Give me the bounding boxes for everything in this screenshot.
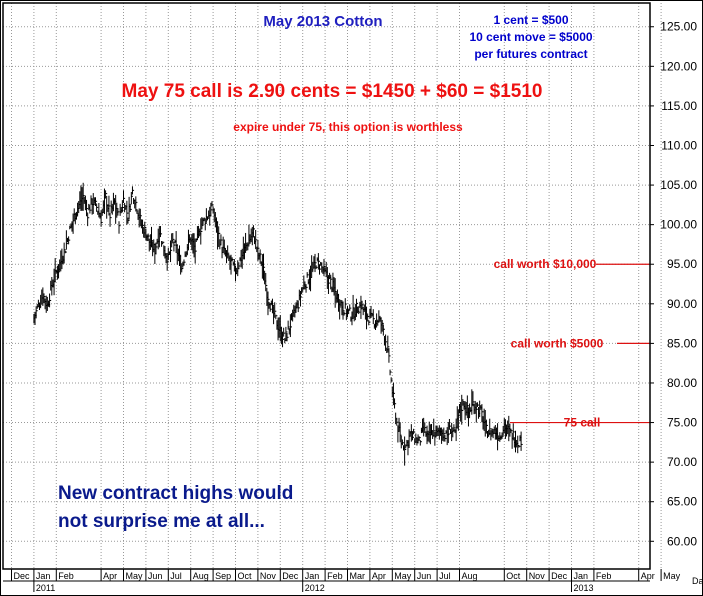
x-month-label: Dec [282,571,299,581]
x-month-label: Nov [529,571,546,581]
y-tick-label: 70.00 [667,455,697,469]
x-month-label: Feb [327,571,343,581]
note-1: 1 cent = $500 [493,13,568,27]
x-month-label: Apr [103,571,117,581]
y-tick-label: 105.00 [660,178,697,192]
level-label: 75 call [564,416,601,430]
x-month-label: Dec [551,571,568,581]
x-month-label: Jun [148,571,163,581]
x-month-label: Apr [372,571,386,581]
y-tick-label: 100.00 [660,218,697,232]
y-tick-label: 80.00 [667,376,697,390]
x-month-label: Aug [193,571,209,581]
x-year-label: 2012 [305,583,325,593]
y-tick-label: 110.00 [661,138,697,152]
x-month-label: Jun [417,571,432,581]
x-month-label: Jan [36,571,51,581]
headline: May 75 call is 2.90 cents = $1450 + $60 … [122,81,543,102]
x-month-label: Nov [260,571,277,581]
x-month-label: May [663,571,681,581]
grid-layer [3,3,662,569]
x-month-label: Apr [641,571,655,581]
level-label: call worth $5000 [511,336,604,350]
x-month-label: May [126,571,144,581]
x-month-label: Jul [170,571,182,581]
level-label: call worth $10,000 [494,257,597,271]
comment-line-2: not surprise me at all... [58,511,265,532]
y-tick-label: 120.00 [660,59,697,73]
x-year-label: 2013 [574,583,594,593]
x-month-label: Aug [462,571,478,581]
x-month-label: Jul [439,571,451,581]
y-tick-label: 90.00 [667,297,697,311]
y-tick-label: 75.00 [667,416,697,430]
y-tick-label: 60.00 [667,534,697,548]
x-axis-end-label: Da [692,576,703,586]
x-month-label: Oct [238,571,253,581]
x-month-label: Mar [350,571,366,581]
chart-title: May 2013 Cotton [263,13,382,30]
y-tick-label: 85.00 [667,336,697,350]
x-month-label: Oct [506,571,521,581]
x-month-label: Jan [305,571,320,581]
plot-frame [2,2,651,570]
x-month-label: Dec [14,571,31,581]
x-month-label: Feb [58,571,74,581]
y-tick-label: 115.00 [661,99,697,113]
y-tick-label: 65.00 [667,495,697,509]
y-axis-ticks: 60.00 65.00 70.00 75.00 80.00 85.00 90.00 95.00… [650,20,697,548]
note-2: 10 cent move = $5000 [469,30,592,44]
x-month-label: Jan [574,571,589,581]
x-month-label: Feb [596,571,612,581]
x-month-label: May [394,571,412,581]
level-lines: call worth $10,000 call worth $5000 75 cal… [494,257,650,430]
y-tick-label: 125.00 [660,20,697,34]
x-axis-ticks: Dec Jan Feb Apr May Jun Jul Aug Sep Oct Nov Dec Jan F… [11,569,703,593]
note-3: per futures contract [474,47,587,61]
comment-line-1: New contract highs would [58,483,293,504]
price-bars [33,182,523,466]
x-year-label: 2011 [36,583,55,593]
subheadline: expire under 75, this option is worthles… [233,120,463,134]
y-tick-label: 95.00 [667,257,697,271]
x-month-label: Sep [215,571,231,581]
